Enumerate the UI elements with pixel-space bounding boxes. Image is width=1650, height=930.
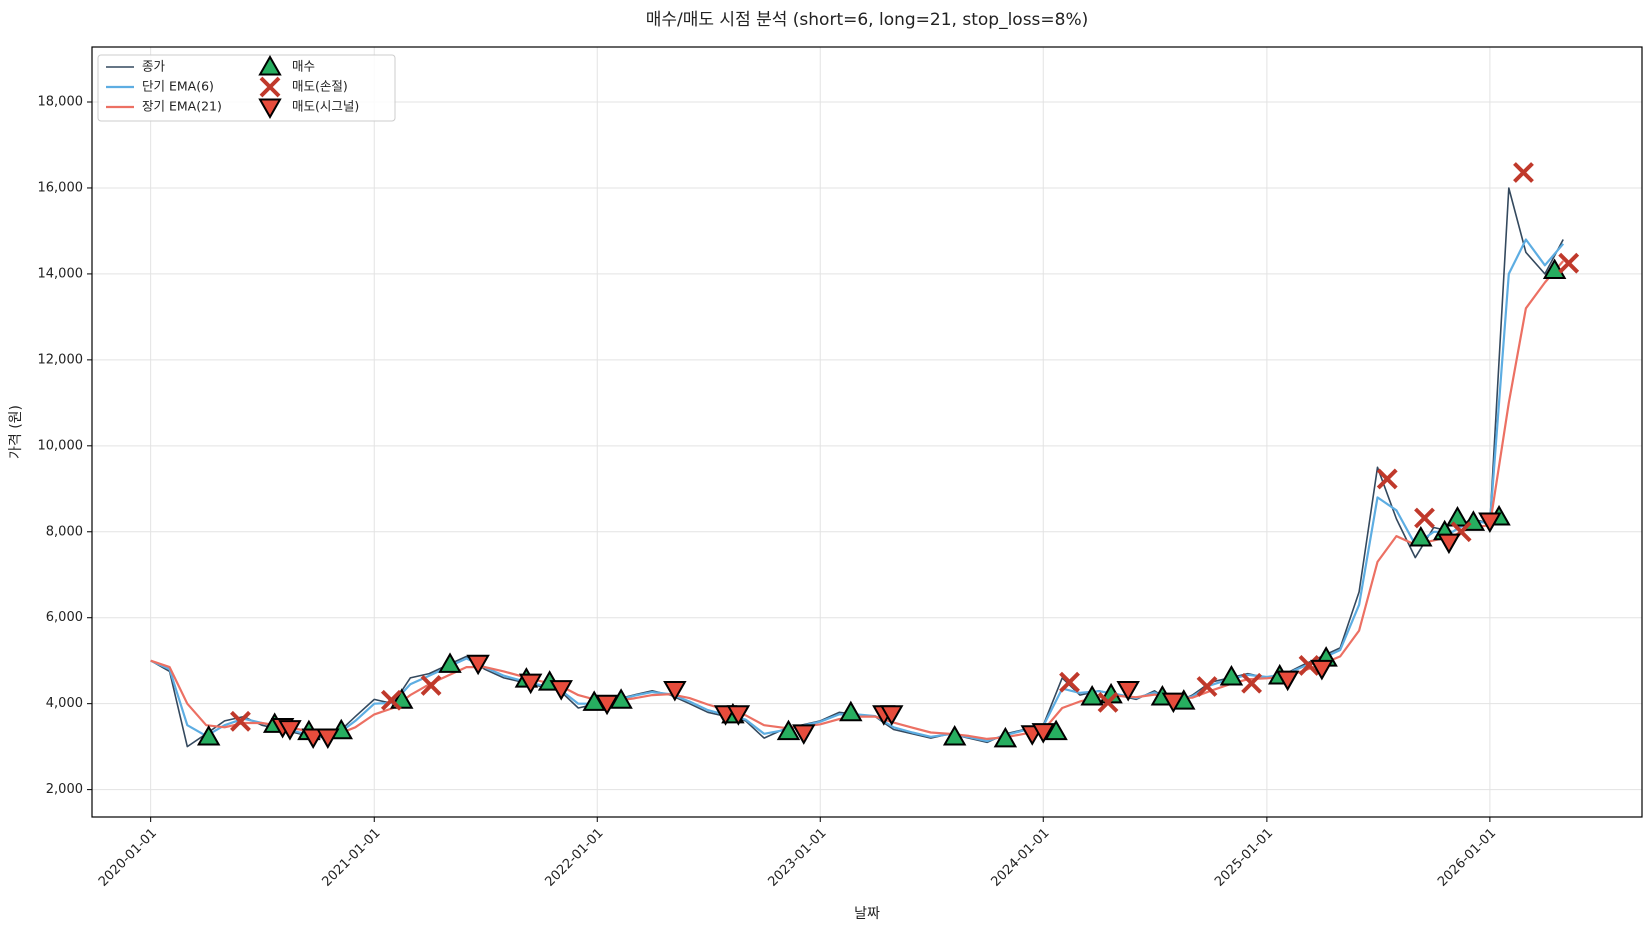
stop-loss-marker [1241,672,1263,694]
sell-signal-marker [316,728,340,749]
buy-marker [1080,684,1104,706]
sell-signal-marker [663,680,687,702]
sell-signal-marker [1116,680,1140,702]
legend-label: 매도(손절) [292,79,348,94]
sell-signal-marker [518,673,543,695]
buy-marker [776,719,801,741]
sell-signal-marker [466,654,490,676]
buy-marker [1044,719,1068,741]
sell-signal-marker [301,728,325,749]
buy-marker [1409,525,1433,547]
sell-signal-marker [1275,670,1300,692]
y-tick-label: 8,000 [46,524,83,539]
legend-label: 종가 [142,59,166,74]
buy-marker [438,652,462,673]
sell-signal-marker [726,705,751,726]
buy-marker [942,724,967,746]
y-tick-label: 2,000 [46,782,83,797]
stop-loss-marker [1376,468,1398,490]
stop-loss-marker [1513,162,1534,183]
buy-marker [1219,665,1244,686]
stop-loss-marker [420,674,442,696]
stop-loss-marker [1059,671,1080,693]
legend-swatch [258,98,282,120]
sell-signal-marker [1478,512,1502,534]
legend-label: 장기 EMA(21) [142,99,222,114]
y-tick-label: 12,000 [38,352,84,367]
buy-marker [196,724,221,746]
stop-loss-marker [1414,507,1435,529]
stop-loss-marker [1298,655,1320,676]
y-tick-label: 10,000 [38,438,84,453]
stop-loss-marker [1196,676,1218,697]
sell-signal-marker [792,724,816,745]
plot-frame [91,46,1643,818]
buy-marker [839,700,863,722]
buy-marker [993,726,1018,748]
plot-area [150,162,1580,749]
sell-signal-marker [595,694,619,716]
legend-label: 단기 EMA(6) [142,79,214,94]
sell-signal-marker [1031,723,1055,744]
sell-signal-marker [1437,533,1461,555]
stop-loss-marker [1097,691,1119,713]
y-tick-label: 4,000 [46,696,83,711]
legend-swatch [258,54,282,76]
y-tick-label: 6,000 [46,610,83,625]
y-tick-label: 16,000 [38,180,84,195]
stop-loss-marker [230,710,251,732]
stop-loss-marker [380,689,402,711]
legend-swatch [259,76,281,98]
sell-signal-marker [1161,692,1186,714]
sell-signal-marker [880,705,904,726]
y-tick-label: 18,000 [38,95,84,110]
legend-box [97,54,396,122]
sell-signal-marker [549,680,573,701]
buy-marker [1542,258,1567,279]
legend-label: 매수 [292,59,315,74]
legend-label: 매도(시그널) [292,99,359,114]
sell-signal-marker [278,720,302,741]
chart-title: 매수/매도 시점 분석 (short=6, long=21, stop_loss… [646,10,1089,30]
stop-loss-marker [1558,252,1580,274]
sell-signal-marker [1310,659,1334,681]
y-tick-label: 14,000 [38,266,84,281]
y-axis-label: 가격 (원) [8,405,24,459]
x-axis-label: 날짜 [854,906,880,922]
